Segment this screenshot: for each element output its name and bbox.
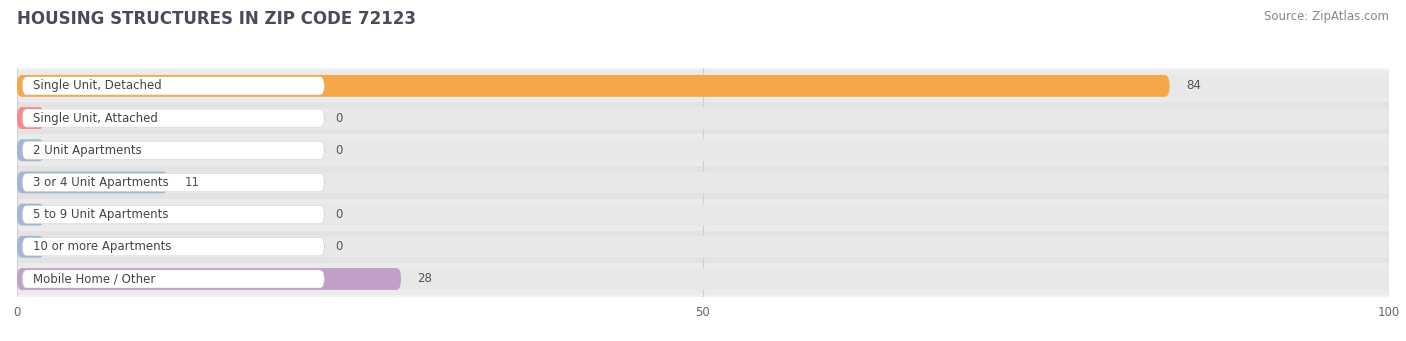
FancyBboxPatch shape <box>22 174 325 191</box>
Bar <box>17 231 1389 263</box>
FancyBboxPatch shape <box>17 107 1389 129</box>
FancyBboxPatch shape <box>17 236 1389 258</box>
Text: 84: 84 <box>1187 79 1201 92</box>
FancyBboxPatch shape <box>17 172 1389 193</box>
Text: 0: 0 <box>335 208 343 221</box>
FancyBboxPatch shape <box>17 75 1389 97</box>
FancyBboxPatch shape <box>17 139 45 161</box>
Text: HOUSING STRUCTURES IN ZIP CODE 72123: HOUSING STRUCTURES IN ZIP CODE 72123 <box>17 10 416 28</box>
Text: 11: 11 <box>184 176 200 189</box>
FancyBboxPatch shape <box>22 206 325 224</box>
FancyBboxPatch shape <box>22 77 325 95</box>
Bar <box>17 102 1389 134</box>
Text: 5 to 9 Unit Apartments: 5 to 9 Unit Apartments <box>34 208 169 221</box>
FancyBboxPatch shape <box>17 236 45 258</box>
FancyBboxPatch shape <box>17 75 1170 97</box>
Text: Single Unit, Detached: Single Unit, Detached <box>34 79 162 92</box>
FancyBboxPatch shape <box>17 204 1389 225</box>
Bar <box>17 134 1389 166</box>
Bar <box>17 198 1389 231</box>
Bar <box>17 166 1389 198</box>
FancyBboxPatch shape <box>17 268 1389 290</box>
FancyBboxPatch shape <box>17 204 45 225</box>
FancyBboxPatch shape <box>22 141 325 159</box>
FancyBboxPatch shape <box>17 107 45 129</box>
Bar <box>17 70 1389 102</box>
Text: Source: ZipAtlas.com: Source: ZipAtlas.com <box>1264 10 1389 23</box>
Text: 0: 0 <box>335 112 343 124</box>
Text: Mobile Home / Other: Mobile Home / Other <box>34 272 156 285</box>
Text: 3 or 4 Unit Apartments: 3 or 4 Unit Apartments <box>34 176 169 189</box>
Text: 0: 0 <box>335 240 343 253</box>
Bar <box>17 263 1389 295</box>
FancyBboxPatch shape <box>22 270 325 288</box>
Text: 2 Unit Apartments: 2 Unit Apartments <box>34 144 142 157</box>
FancyBboxPatch shape <box>22 109 325 127</box>
Text: 10 or more Apartments: 10 or more Apartments <box>34 240 172 253</box>
Text: 0: 0 <box>335 144 343 157</box>
FancyBboxPatch shape <box>17 139 1389 161</box>
FancyBboxPatch shape <box>17 268 401 290</box>
Text: Single Unit, Attached: Single Unit, Attached <box>34 112 159 124</box>
FancyBboxPatch shape <box>22 238 325 256</box>
Text: 28: 28 <box>418 272 433 285</box>
FancyBboxPatch shape <box>17 172 167 193</box>
